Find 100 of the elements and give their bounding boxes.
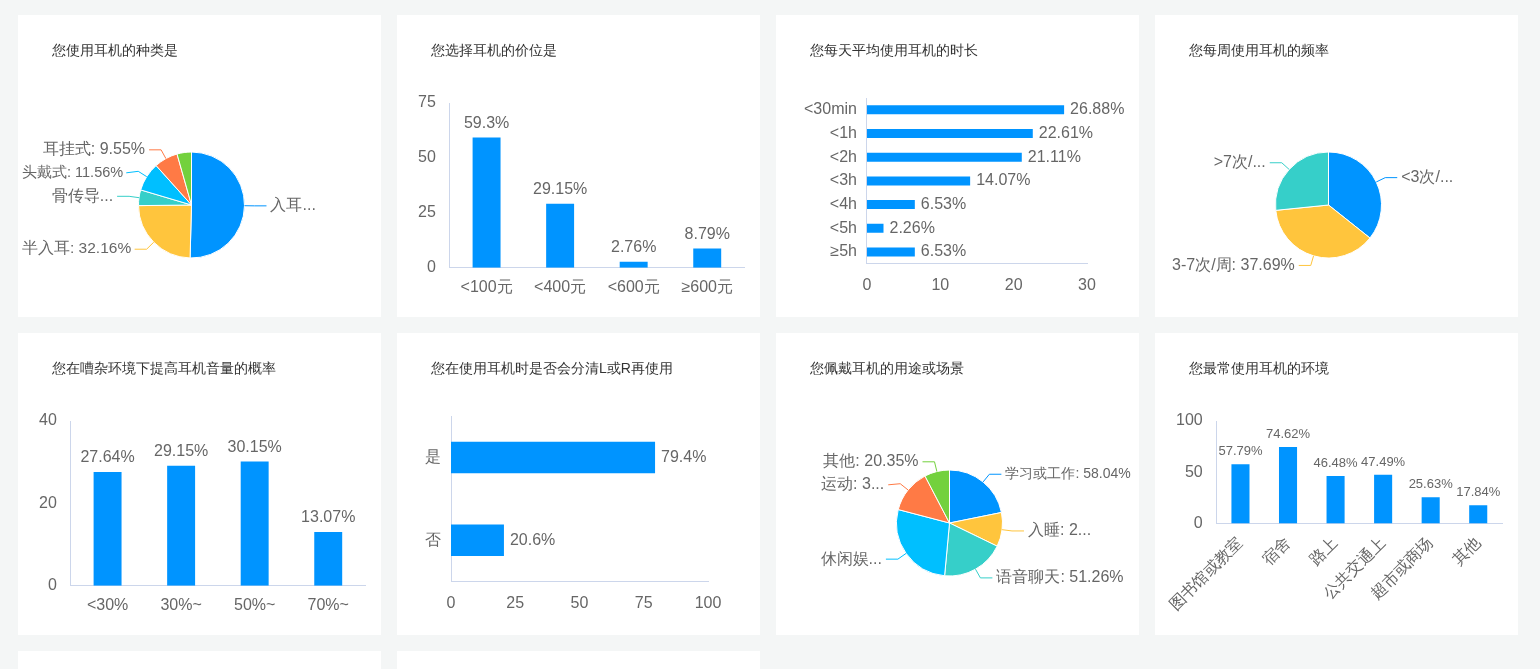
- data-label: 2.76%: [610, 238, 657, 256]
- bar: [1469, 505, 1488, 524]
- chart-title: 您每天平均使用耳机的时长: [810, 42, 978, 60]
- chart-title: 您在使用耳机时是否会分清L或R再使用: [431, 360, 673, 378]
- bar: [240, 461, 269, 586]
- y-tick-label: <5h: [829, 218, 857, 236]
- x-tick-label: <400元: [534, 277, 587, 295]
- bar: [546, 203, 575, 268]
- data-label: 57.79%: [1218, 443, 1263, 459]
- y-tick-label: 75: [418, 93, 436, 111]
- x-tick-label: 100: [694, 593, 722, 611]
- bar: [314, 531, 343, 586]
- slice-label: 运动: 3...: [821, 475, 885, 493]
- data-label: 79.4%: [661, 447, 707, 465]
- bar: [93, 471, 122, 586]
- x-tick-label: 25: [506, 593, 525, 611]
- bar: [1326, 475, 1345, 524]
- y-tick-label: ≥5h: [830, 242, 857, 260]
- data-label: 8.79%: [684, 224, 730, 242]
- y-tick-label: <4h: [829, 194, 857, 212]
- y-tick-label: 50: [1184, 462, 1203, 480]
- x-tick-label: 10: [931, 275, 950, 293]
- slice-label: 半入耳: 32.16%: [22, 239, 132, 257]
- x-tick-label: 路上: [1306, 533, 1341, 569]
- bar: [866, 223, 884, 233]
- data-label: 74.62%: [1265, 426, 1311, 442]
- y-tick-label: <2h: [829, 147, 857, 165]
- chart-title: 您最常使用耳机的环境: [1189, 360, 1329, 378]
- y-tick-label: 20: [39, 493, 57, 511]
- x-tick-label: 0: [862, 275, 872, 293]
- chart-title: 您选择耳机的价位是: [431, 42, 557, 60]
- slice-label: <3次/...: [1401, 168, 1454, 186]
- data-label: 21.11%: [1027, 147, 1081, 165]
- slice-label: 入耳...: [270, 196, 316, 214]
- bar: [472, 137, 501, 268]
- bar: [866, 129, 1033, 139]
- x-tick-label: 其他: [1448, 533, 1484, 569]
- data-label: 22.61%: [1038, 123, 1094, 141]
- y-tick-label: <30min: [804, 100, 857, 118]
- bar: [1231, 464, 1250, 524]
- bar: [1374, 474, 1393, 524]
- data-label: 14.07%: [976, 171, 1031, 189]
- x-tick-label: 20: [1004, 275, 1023, 293]
- bar: [866, 105, 1065, 115]
- y-tick-label: 50: [418, 148, 436, 166]
- data-label: 17.84%: [1456, 484, 1501, 500]
- chart-title: 您每周使用耳机的频率: [1189, 42, 1329, 60]
- data-label: 29.15%: [153, 442, 209, 460]
- data-label: 30.15%: [227, 437, 282, 455]
- bar: [866, 152, 1022, 162]
- slice-label: 耳挂式: 9.55%: [42, 140, 146, 158]
- slice-label: 语音聊天: 51.26%: [996, 568, 1124, 586]
- data-label: 29.15%: [532, 180, 588, 198]
- bar: [866, 176, 971, 186]
- x-tick-label: <600元: [607, 277, 660, 295]
- chart-title: 您使用耳机的种类是: [52, 42, 178, 60]
- data-label: 20.6%: [509, 530, 556, 548]
- x-tick-label: 0: [446, 593, 456, 611]
- y-tick-label: 0: [426, 258, 436, 276]
- x-tick-label: 70%~: [307, 595, 349, 613]
- x-tick-label: ≥600元: [681, 277, 733, 295]
- y-tick-label: <1h: [829, 123, 857, 141]
- bar: [167, 465, 196, 586]
- data-label: 6.53%: [920, 194, 967, 212]
- data-label: 26.88%: [1070, 100, 1125, 118]
- y-tick-label: 否: [425, 530, 441, 548]
- x-tick-label: 图书馆或教室: [1165, 533, 1246, 614]
- data-label: 59.3%: [463, 113, 510, 131]
- bar: [1421, 497, 1440, 524]
- y-tick-label: 0: [1193, 513, 1203, 531]
- data-label: 6.53%: [920, 242, 967, 260]
- slice-label: 学习或工作: 58.04%: [1005, 465, 1131, 482]
- data-label: 46.48%: [1313, 454, 1359, 470]
- bar: [866, 247, 915, 257]
- data-label: 25.63%: [1408, 476, 1454, 492]
- bar: [1278, 447, 1298, 524]
- x-tick-label: <30%: [86, 595, 129, 613]
- data-label: 27.64%: [80, 448, 135, 466]
- y-tick-label: 40: [39, 411, 57, 429]
- x-tick-label: 30%~: [160, 595, 202, 613]
- y-tick-label: 100: [1175, 411, 1203, 429]
- y-tick-label: 25: [418, 203, 436, 221]
- data-label: 47.49%: [1361, 453, 1406, 469]
- bar: [693, 248, 722, 268]
- x-tick-label: 75: [634, 593, 653, 611]
- bar: [866, 200, 915, 210]
- data-label: 2.26%: [889, 218, 935, 236]
- slice-label: 其他: 20.35%: [823, 452, 919, 470]
- slice-label: 入睡: 2...: [1028, 521, 1092, 539]
- y-tick-label: 是: [425, 447, 441, 465]
- slice-label: 休闲娱...: [820, 549, 882, 567]
- chart-title: 您佩戴耳机的用途或场景: [810, 360, 964, 378]
- x-tick-label: 30: [1078, 275, 1096, 293]
- slice-label: 骨传导...: [51, 186, 114, 204]
- slice-label: 头戴式: 11.56%: [22, 163, 124, 180]
- y-tick-label: <3h: [829, 171, 857, 189]
- data-label: 13.07%: [301, 508, 356, 526]
- x-tick-label: <100元: [460, 277, 513, 295]
- slice-label: >7次/...: [1213, 153, 1266, 171]
- slice-label: 3-7次/周: 37.69%: [1172, 255, 1295, 273]
